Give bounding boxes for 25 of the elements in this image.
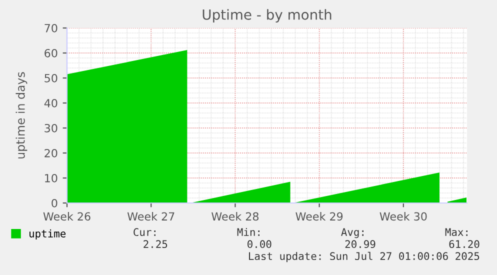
text: Cur:: [134, 228, 156, 236]
x-tick-label: Week 29: [296, 212, 343, 221]
y-tick-label: 40: [44, 98, 58, 108]
x-tick-label: Week 30: [380, 212, 427, 221]
legend-label: uptime: [30, 229, 66, 240]
y-axis-title: uptime in days: [16, 72, 28, 158]
text: Min:: [237, 228, 260, 236]
y-tick-label: 60: [44, 48, 58, 58]
x-tick-label: Week 26: [43, 212, 90, 221]
text: 20.99: [345, 240, 376, 248]
x-tick-label: Week 28: [212, 212, 259, 221]
text: Avg:: [341, 228, 364, 238]
text: 2.25: [144, 240, 168, 248]
text: Last update: Sun Jul 27 01:00:06 2025: [249, 252, 480, 262]
text: 61.20: [449, 240, 480, 248]
y-tick-label: 70: [44, 24, 58, 32]
y-tick-label: 30: [44, 124, 58, 132]
y-tick-label: 0: [52, 198, 58, 208]
chart-title: Uptime - by month: [202, 9, 332, 23]
text: 0.00: [248, 240, 272, 248]
y-tick-label: 10: [45, 174, 58, 182]
x-tick-label: Week 27: [127, 212, 174, 221]
y-tick-label: 20: [44, 148, 58, 158]
y-tick-label: 50: [44, 74, 58, 82]
text: Max:: [445, 228, 468, 236]
